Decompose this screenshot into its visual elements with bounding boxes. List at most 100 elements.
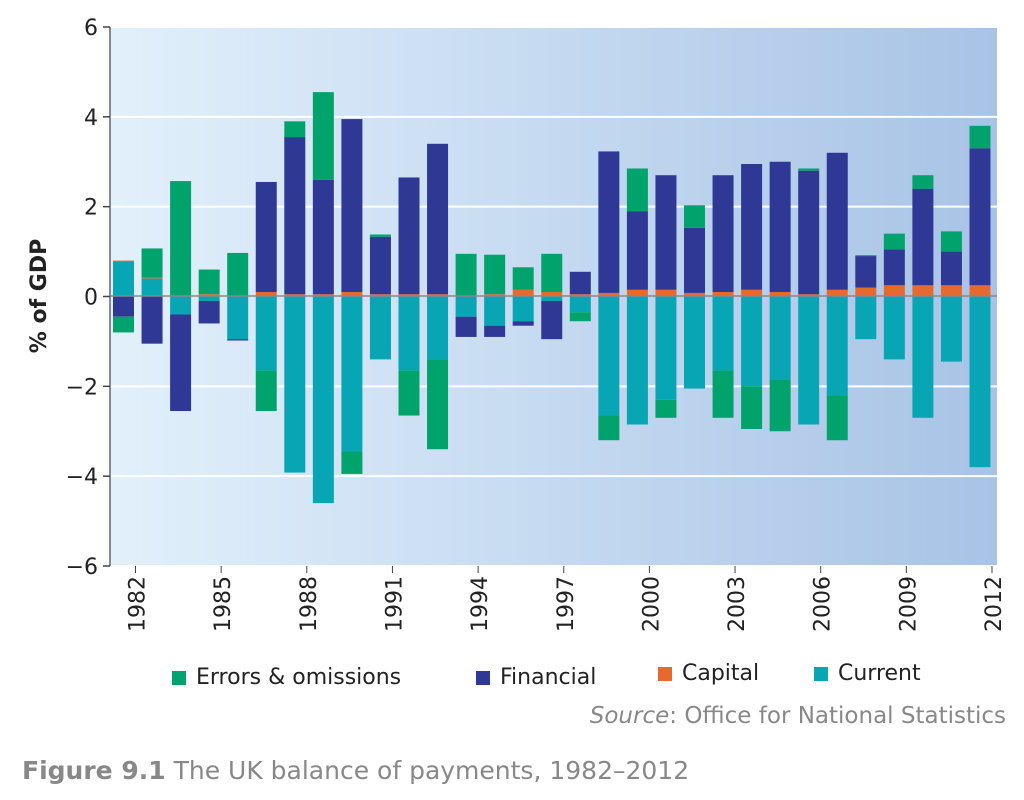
bar-capital-2007 [826, 289, 848, 297]
bar-errors-omissions-1986 [227, 252, 249, 296]
bar-errors-omissions-1995 [484, 254, 506, 295]
bar-financial-2007 [826, 152, 848, 290]
bar-capital-1987 [255, 292, 277, 297]
bar-current-1982 [113, 261, 134, 297]
bar-financial-1992 [398, 177, 420, 295]
y-tick-label: 6 [84, 16, 98, 41]
bar-errors-omissions-1988 [284, 121, 306, 138]
bar-current-2011 [940, 296, 962, 362]
legend-swatch [476, 670, 490, 685]
bar-current-2003 [712, 296, 734, 371]
legend: Errors & omissions Financial Capital Cur… [0, 661, 1024, 699]
figure-caption: Figure 9.1 The UK balance of payments, 1… [22, 756, 689, 785]
bar-current-1993 [427, 296, 449, 360]
bar-capital-2012 [969, 285, 991, 297]
source-prefix: Source [589, 703, 670, 729]
bar-financial-2000 [626, 211, 648, 290]
bar-errors-omissions-1987 [255, 370, 277, 412]
bar-financial-1998 [569, 271, 591, 295]
bar-capital-1996 [512, 289, 534, 297]
bar-current-2008 [855, 296, 877, 340]
bar-financial-1996 [512, 321, 534, 326]
bar-current-1998 [569, 296, 591, 313]
bar-financial-1990 [341, 119, 363, 293]
legend-label: Current [838, 661, 921, 686]
bar-errors-omissions-1998 [569, 312, 591, 322]
bar-financial-1987 [255, 181, 277, 293]
legend-label: Financial [500, 665, 597, 690]
y-tick-label: 2 [84, 196, 98, 221]
x-tick-label: 1991 [382, 576, 407, 632]
y-tick-label: −2 [66, 375, 98, 400]
bar-financial-1994 [455, 316, 477, 337]
bar-errors-omissions-2009 [883, 233, 905, 250]
bar-errors-omissions-2010 [912, 175, 934, 189]
bar-financial-1988 [284, 137, 306, 295]
bar-current-2001 [655, 296, 677, 400]
legend-item-current: Current [814, 661, 921, 686]
bar-financial-2006 [798, 170, 820, 295]
bar-errors-omissions-2001 [655, 399, 677, 418]
bar-errors-omissions-2011 [940, 231, 962, 252]
bar-current-1997 [541, 296, 563, 301]
legend-item-capital: Capital [658, 661, 759, 686]
bar-errors-omissions-2012 [969, 125, 991, 149]
bar-capital-2011 [940, 285, 962, 297]
bar-financial-2008 [855, 256, 877, 288]
x-tick-label: 2009 [896, 576, 921, 632]
y-tick-label: 0 [84, 286, 98, 311]
bar-capital-2010 [912, 285, 934, 297]
bar-errors-omissions-1993 [427, 359, 449, 450]
bar-financial-2004 [741, 163, 763, 290]
bar-financial-1997 [541, 300, 563, 340]
bar-capital-1982 [113, 260, 134, 262]
bar-current-1995 [484, 296, 506, 326]
bar-current-1999 [598, 296, 620, 416]
bar-financial-1986 [227, 339, 249, 341]
bar-errors-omissions-2003 [712, 370, 734, 418]
figure-title: The UK balance of payments, 1982–2012 [165, 756, 690, 785]
x-tick-label: 1982 [126, 576, 151, 632]
bar-errors-omissions-2004 [741, 386, 763, 430]
bar-errors-omissions-1997 [541, 253, 563, 293]
bar-financial-1991 [369, 236, 391, 295]
bar-financial-2001 [655, 175, 677, 290]
x-tick-label: 2003 [725, 576, 750, 632]
bar-errors-omissions-2008 [855, 255, 877, 257]
bar-current-1985 [198, 296, 220, 301]
bar-current-1988 [284, 296, 306, 473]
bar-capital-2004 [741, 289, 763, 297]
y-tick-label: 4 [84, 106, 98, 131]
bar-financial-1984 [170, 314, 192, 412]
bar-financial-1985 [198, 300, 220, 324]
bar-financial-2002 [684, 227, 705, 293]
bar-current-1983 [141, 278, 163, 297]
bar-capital-2005 [769, 292, 791, 297]
bar-errors-omissions-2002 [684, 205, 705, 228]
legend-swatch [814, 666, 828, 681]
bar-errors-omissions-1985 [198, 269, 220, 295]
legend-label: Capital [682, 661, 760, 686]
bar-capital-2002 [684, 292, 705, 297]
bar-capital-1997 [541, 292, 563, 297]
bar-errors-omissions-1991 [369, 234, 391, 237]
figure-label: Figure 9.1 [22, 756, 166, 785]
bar-current-2006 [798, 296, 820, 425]
x-tick-label: 1997 [554, 576, 579, 632]
bar-errors-omissions-1983 [141, 248, 163, 278]
bar-errors-omissions-2007 [826, 395, 848, 441]
bar-capital-2003 [712, 292, 734, 297]
bar-current-2005 [769, 296, 791, 380]
bar-financial-2003 [712, 175, 734, 293]
bar-current-1989 [312, 296, 334, 504]
legend-item-financial: Financial [476, 665, 596, 690]
bar-capital-2008 [855, 287, 877, 297]
source-text: : Office for National Statistics [669, 703, 1006, 729]
bar-financial-2010 [912, 188, 934, 286]
x-tick-label: 2006 [811, 576, 836, 632]
bar-errors-omissions-1982 [113, 316, 134, 333]
legend-label: Errors & omissions [196, 665, 402, 690]
x-tick-label: 1988 [297, 576, 322, 632]
y-tick-label: −4 [66, 465, 98, 490]
bar-financial-1982 [113, 296, 134, 317]
